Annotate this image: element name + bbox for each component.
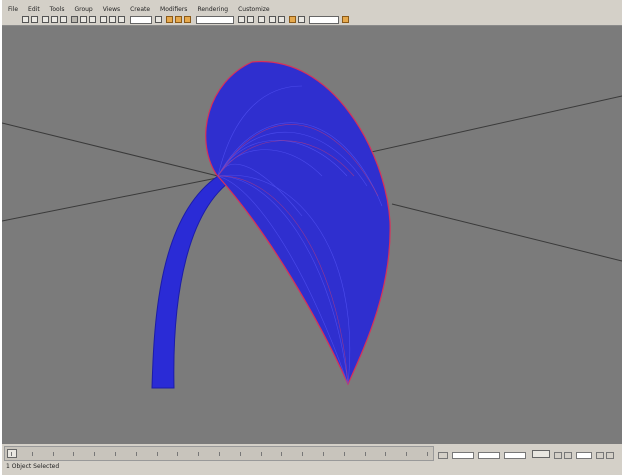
snap-icon[interactable]: [166, 16, 173, 23]
axis-line-right-upper: [339, 95, 622, 160]
angle-snap-icon[interactable]: [175, 16, 182, 23]
perspective-viewport[interactable]: [2, 26, 622, 444]
trackbar-tick: [115, 452, 116, 456]
percent-snap-icon[interactable]: [184, 16, 191, 23]
undo-icon[interactable]: [22, 16, 29, 23]
menu-file[interactable]: File: [8, 6, 19, 13]
pivot-icon[interactable]: [155, 16, 162, 23]
trackbar-tick: [344, 452, 345, 456]
trackbar-tick: [406, 452, 407, 456]
trackbar-tick: [385, 452, 386, 456]
play-icon[interactable]: [554, 452, 562, 459]
reference-coord-dropdown[interactable]: [130, 16, 152, 24]
move-icon[interactable]: [100, 16, 107, 23]
menu-group[interactable]: Group: [74, 6, 93, 13]
select-icon[interactable]: [71, 16, 78, 23]
render-icon[interactable]: [342, 16, 349, 23]
schematic-icon[interactable]: [278, 16, 285, 23]
menu-rendering[interactable]: Rendering: [197, 6, 229, 13]
trackbar-tick: [281, 452, 282, 456]
main-toolbar: [2, 14, 622, 26]
mirror-icon[interactable]: [238, 16, 245, 23]
y-coordinate-field[interactable]: [478, 452, 500, 459]
grid-axes: [2, 95, 622, 262]
viewport-canvas: [2, 61, 622, 389]
select-by-name-icon[interactable]: [80, 16, 87, 23]
trackbar-tick: [427, 452, 428, 456]
next-frame-icon[interactable]: [564, 452, 572, 459]
zoom-extents-icon[interactable]: [596, 452, 604, 459]
menu-tools[interactable]: Tools: [49, 6, 65, 13]
menu-modifiers[interactable]: Modifiers: [160, 6, 188, 13]
scale-icon[interactable]: [118, 16, 125, 23]
menu-bar: File Edit Tools Group Views Create Modif…: [2, 6, 622, 14]
x-coordinate-field[interactable]: [452, 452, 474, 459]
named-selection-input[interactable]: [196, 16, 234, 24]
menu-views[interactable]: Views: [102, 6, 121, 13]
bind-icon[interactable]: [60, 16, 67, 23]
select-region-icon[interactable]: [89, 16, 96, 23]
auto-key-button[interactable]: [532, 450, 550, 458]
trackbar-tick: [73, 452, 74, 456]
trackbar-tick: [94, 452, 95, 456]
leaf-highlight-arcs: [217, 124, 379, 385]
trackbar-tick: [240, 452, 241, 456]
trackbar-tick: [219, 452, 220, 456]
trackbar-tick: [365, 452, 366, 456]
layer-icon[interactable]: [258, 16, 265, 23]
trackbar-tick: [32, 452, 33, 456]
menu-edit[interactable]: Edit: [28, 6, 40, 13]
unlink-icon[interactable]: [51, 16, 58, 23]
render-type-dropdown[interactable]: [309, 16, 339, 24]
trackbar-tick: [11, 452, 12, 456]
material-editor-icon[interactable]: [289, 16, 296, 23]
align-icon[interactable]: [247, 16, 254, 23]
status-text: 1 Object Selected: [6, 463, 60, 470]
bottom-panel: 1 Object Selected: [2, 444, 622, 475]
trackbar-tick: [157, 452, 158, 456]
trackbar-tick: [53, 452, 54, 456]
menu-customize[interactable]: Customize: [238, 6, 270, 13]
leaf-stem: [151, 172, 239, 389]
current-frame-field[interactable]: [576, 452, 592, 459]
trackbar-tick: [136, 452, 137, 456]
trackbar-tick: [177, 452, 178, 456]
render-setup-icon[interactable]: [298, 16, 305, 23]
z-coordinate-field[interactable]: [504, 452, 526, 459]
curve-editor-icon[interactable]: [269, 16, 276, 23]
redo-icon[interactable]: [31, 16, 38, 23]
select-link-icon[interactable]: [42, 16, 49, 23]
trackbar-tick: [302, 452, 303, 456]
axis-line-left-upper: [2, 122, 223, 178]
trackbar-tick: [261, 452, 262, 456]
axis-line-right-lower: [391, 203, 622, 262]
trackbar-tick: [323, 452, 324, 456]
pan-view-icon[interactable]: [606, 452, 614, 459]
leaf-object[interactable]: [151, 61, 391, 389]
rotate-icon[interactable]: [109, 16, 116, 23]
lock-selection-icon[interactable]: [438, 452, 448, 459]
time-slider-handle[interactable]: [7, 449, 17, 458]
trackbar-tick: [198, 452, 199, 456]
axis-line-left-lower: [2, 176, 223, 222]
menu-create[interactable]: Create: [130, 6, 151, 13]
leaf-blade: [205, 61, 391, 386]
time-trackbar[interactable]: [4, 446, 434, 461]
